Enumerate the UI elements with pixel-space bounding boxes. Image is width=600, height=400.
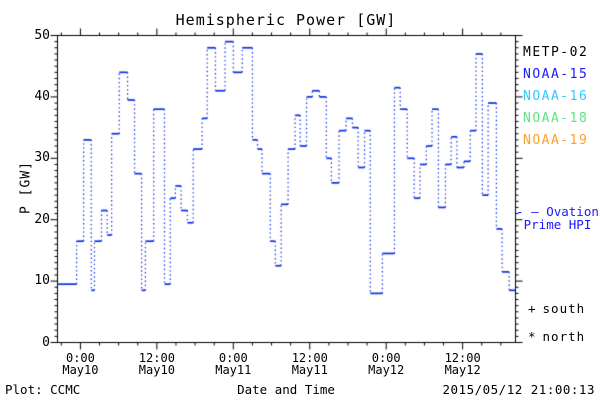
x-tick-label-May12-0:00: 0:00 May12 <box>354 352 418 376</box>
north-marker-label: north <box>542 329 586 344</box>
plot-timestamp: 2015/05/12 21:00:13 <box>442 382 595 397</box>
x-tick-time: 0:00 <box>218 351 248 365</box>
x-tick-label-May11-0:00: 0:00 May11 <box>201 352 265 376</box>
x-tick-time: 12:00 <box>444 351 481 365</box>
legend-item-noaa-16: NOAA-16 <box>523 89 589 104</box>
x-tick-time: 0:00 <box>371 351 401 365</box>
legend-item-metp-02: METP-02 <box>523 45 589 60</box>
x-tick-label-May11-12:00: 12:00 May11 <box>278 352 342 376</box>
x-tick-label-May12-12:00: 12:00 May12 <box>431 352 495 376</box>
y-tick-label-50: 50 <box>34 27 50 43</box>
x-tick-date: May10 <box>138 363 175 377</box>
x-tick-date: May10 <box>62 363 99 377</box>
north-marker-key: * north <box>528 329 585 344</box>
x-tick-time: 12:00 <box>291 351 328 365</box>
x-tick-label-May10-12:00: 12:00 May10 <box>125 352 189 376</box>
x-tick-date: May12 <box>444 363 481 377</box>
legend-item-noaa-19: NOAA-19 <box>523 133 589 148</box>
south-marker-label: south <box>542 301 586 316</box>
asterisk-marker-icon: * <box>528 329 537 344</box>
south-marker-key: + south <box>528 301 585 316</box>
plus-marker-icon: + <box>528 301 537 316</box>
ovation-prime-hpi-legend: - — Ovation Prime HPI <box>515 205 600 231</box>
x-axis-title: Date and Time <box>237 382 335 397</box>
y-tick-label-0: 0 <box>42 334 50 350</box>
y-tick-label-20: 20 <box>34 211 50 227</box>
y-tick-label-10: 10 <box>34 273 50 289</box>
y-tick-label-30: 30 <box>34 150 50 166</box>
legend-item-noaa-18: NOAA-18 <box>523 111 589 126</box>
x-tick-time: 0:00 <box>65 351 95 365</box>
chart-title: Hemispheric Power [GW] <box>175 11 397 29</box>
ovation-legend-line1: - — Ovation <box>516 204 599 219</box>
y-tick-label-40: 40 <box>34 88 50 104</box>
ovation-legend-line2: Prime HPI <box>523 217 592 232</box>
legend-item-noaa-15: NOAA-15 <box>523 67 589 82</box>
plot-source-label: Plot: CCMC <box>5 382 81 397</box>
x-tick-time: 12:00 <box>138 351 175 365</box>
x-tick-date: May11 <box>291 363 328 377</box>
x-tick-date: May11 <box>215 363 252 377</box>
x-tick-date: May12 <box>368 363 405 377</box>
x-tick-label-May10-0:00: 0:00 May10 <box>48 352 112 376</box>
